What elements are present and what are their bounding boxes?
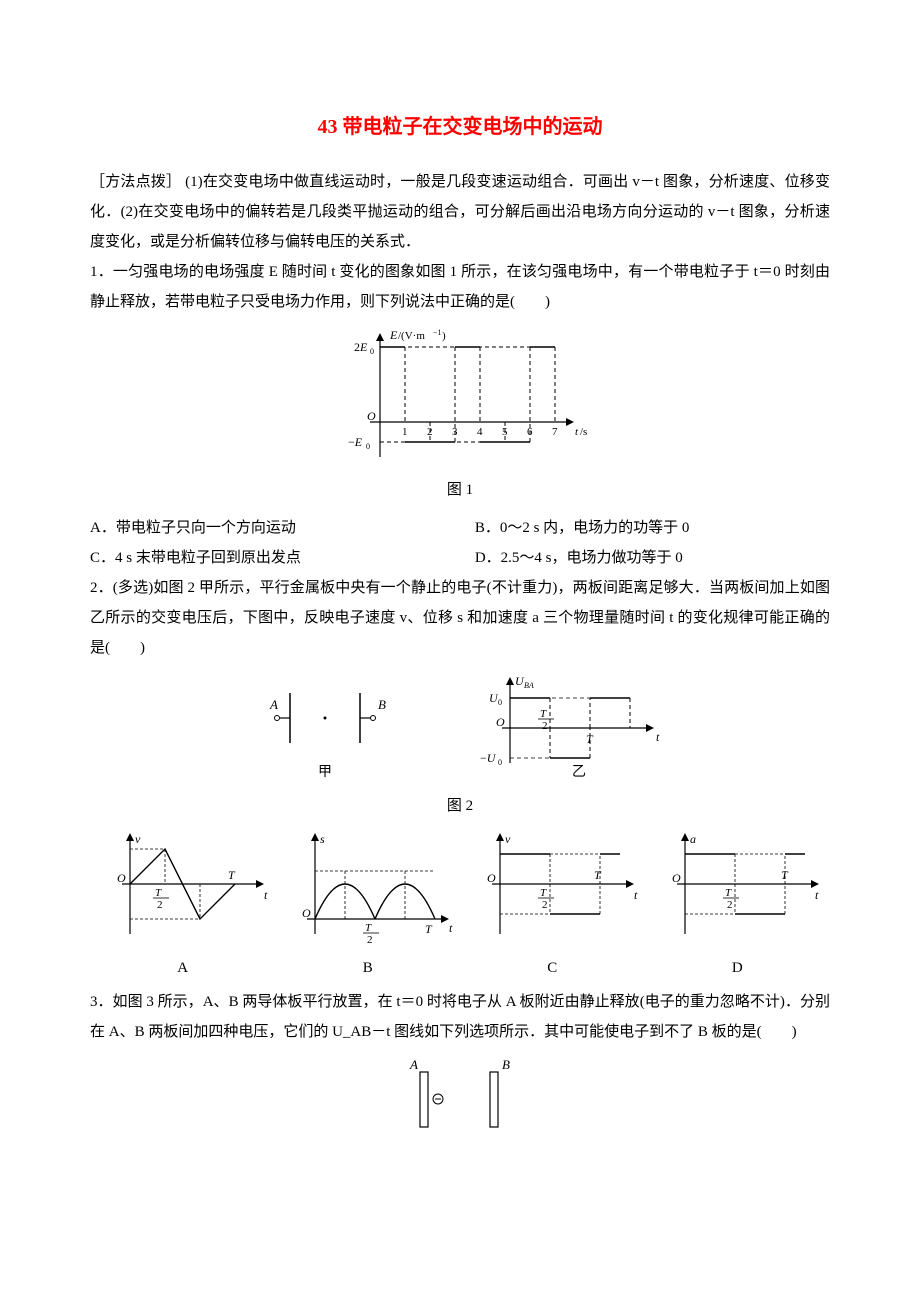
q2-label-B: B xyxy=(363,960,373,977)
svg-text:T: T xyxy=(228,868,236,882)
svg-text:2: 2 xyxy=(367,934,373,946)
svg-text:−1: −1 xyxy=(433,328,442,337)
q2-fig-label: 图 2 xyxy=(90,794,830,815)
q2-opts-svg: v O t T 2 T s xyxy=(100,829,820,949)
svg-text:O: O xyxy=(496,715,505,729)
svg-text:2E: 2E xyxy=(354,340,368,354)
svg-text:4: 4 xyxy=(477,426,483,438)
svg-text:T: T xyxy=(725,887,732,899)
q2-label-A: A xyxy=(177,960,188,977)
svg-text:/s: /s xyxy=(580,426,587,438)
svg-text:−E: −E xyxy=(348,435,363,449)
q3-figure: A B xyxy=(90,1057,830,1142)
svg-text:t: t xyxy=(575,426,579,438)
q2-stem: 2．(多选)如图 2 甲所示，平行金属板中央有一个静止的电子(不计重力)，两板间… xyxy=(90,573,830,663)
svg-text:t: t xyxy=(449,921,453,935)
svg-text:0: 0 xyxy=(498,698,502,707)
method-tip: ［方法点拨］ (1)在交变电场中做直线运动时，一般是几段变速运动组合．可画出 v… xyxy=(90,167,830,257)
svg-text:2: 2 xyxy=(542,720,548,732)
svg-text:a: a xyxy=(690,832,696,846)
q2-label-C: C xyxy=(547,960,557,977)
svg-text:O: O xyxy=(487,871,496,885)
svg-text:): ) xyxy=(442,330,446,342)
svg-text:甲: 甲 xyxy=(318,765,332,780)
q2-top-svg: A B 甲 xyxy=(240,673,680,783)
svg-text:T: T xyxy=(594,868,602,882)
q2-optD-chart: a O t T 2 T xyxy=(672,832,819,934)
svg-text:BA: BA xyxy=(524,681,534,690)
svg-text:t: t xyxy=(815,888,819,902)
svg-text:E: E xyxy=(389,328,398,342)
svg-text:0: 0 xyxy=(366,442,370,451)
svg-text:s: s xyxy=(320,832,325,846)
svg-text:O: O xyxy=(302,906,311,920)
svg-text:2: 2 xyxy=(157,899,163,911)
svg-text:B: B xyxy=(378,697,386,712)
svg-text:O: O xyxy=(672,871,681,885)
svg-text:3: 3 xyxy=(452,426,458,438)
q2-label-D: D xyxy=(732,960,743,977)
svg-text:1: 1 xyxy=(402,426,408,438)
svg-text:O: O xyxy=(367,409,376,423)
svg-text:B: B xyxy=(502,1057,510,1072)
q1-chart-svg: E /(V·m −1 ) 2E 0 −E 0 O t /s 1 2 3 4 5 … xyxy=(320,327,600,467)
q2-yi: U BA U 0 −U 0 O t T 2 T 乙 xyxy=(480,674,660,780)
q2-figure-top: A B 甲 xyxy=(90,673,830,788)
svg-text:T: T xyxy=(586,732,594,746)
doc-title: 43 带电粒子在交变电场中的运动 xyxy=(90,110,830,139)
svg-text:t: t xyxy=(264,888,268,902)
q1-options-row1: A．带电粒子只向一个方向运动 B．0～2 s 内，电场力的功等于 0 xyxy=(90,513,830,543)
svg-text:2: 2 xyxy=(727,899,733,911)
q2-optB-chart: s O t T 2 T xyxy=(302,832,453,946)
svg-text:T: T xyxy=(425,922,433,936)
svg-text:7: 7 xyxy=(552,426,558,438)
q1-optA: A．带电粒子只向一个方向运动 xyxy=(90,513,445,543)
q1-chart: E /(V·m −1 ) 2E 0 −E 0 O t /s 1 2 3 4 5 … xyxy=(348,328,587,457)
q2-opt-labels: A B C D xyxy=(90,960,830,977)
q2-optA-chart: v O t T 2 T xyxy=(117,832,268,934)
svg-text:5: 5 xyxy=(502,426,508,438)
svg-text:6: 6 xyxy=(527,426,533,438)
svg-text:T: T xyxy=(365,922,372,934)
q3-stem: 3．如图 3 所示，A、B 两导体板平行放置，在 t＝0 时将电子从 A 板附近… xyxy=(90,987,830,1047)
svg-text:T: T xyxy=(155,887,162,899)
svg-text:乙: 乙 xyxy=(572,764,586,780)
q1-figure: E /(V·m −1 ) 2E 0 −E 0 O t /s 1 2 3 4 5 … xyxy=(90,327,830,472)
svg-text:−U: −U xyxy=(480,751,497,765)
q3-svg: A B xyxy=(380,1057,540,1137)
svg-text:t: t xyxy=(656,730,660,744)
svg-text:A: A xyxy=(269,697,278,712)
svg-text:v: v xyxy=(505,832,511,846)
q2-options-figs: v O t T 2 T s xyxy=(90,829,830,954)
q1-optD: D．2.5～4 s，电场力做功等于 0 xyxy=(475,543,830,573)
q1-fig-label: 图 1 xyxy=(90,478,830,499)
q2-optC-chart: v O t T 2 T xyxy=(487,832,638,934)
svg-text:T: T xyxy=(540,708,547,720)
svg-text:v: v xyxy=(135,832,141,846)
svg-text:t: t xyxy=(634,888,638,902)
q1-stem: 1．一匀强电场的电场强度 E 随时间 t 变化的图象如图 1 所示，在该匀强电场… xyxy=(90,257,830,317)
svg-text:O: O xyxy=(117,871,126,885)
svg-text:T: T xyxy=(540,887,547,899)
q1-options-row2: C．4 s 末带电粒子回到原出发点 D．2.5～4 s，电场力做功等于 0 xyxy=(90,543,830,573)
svg-text:2: 2 xyxy=(542,899,548,911)
q1-optB: B．0～2 s 内，电场力的功等于 0 xyxy=(475,513,830,543)
svg-text:A: A xyxy=(409,1057,418,1072)
page: 43 带电粒子在交变电场中的运动 ［方法点拨］ (1)在交变电场中做直线运动时，… xyxy=(0,0,920,1302)
svg-text:2: 2 xyxy=(427,426,433,438)
q1-optC: C．4 s 末带电粒子回到原出发点 xyxy=(90,543,445,573)
svg-text:0: 0 xyxy=(370,347,374,356)
svg-text:T: T xyxy=(781,868,789,882)
svg-text:/(V·m: /(V·m xyxy=(398,330,425,342)
svg-text:0: 0 xyxy=(498,758,502,767)
q2-jia: A B 甲 xyxy=(269,693,386,780)
